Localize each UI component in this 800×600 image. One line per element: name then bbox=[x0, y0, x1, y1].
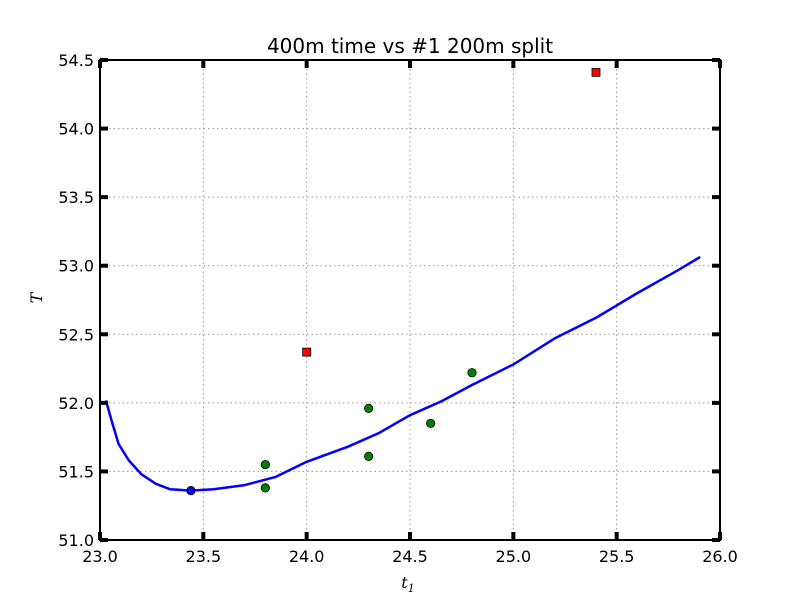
tick-layer: 23.0 23.5 24.0 24.5 25.0 25.5 26.0 51.0 51.5 52.0… bbox=[58, 51, 737, 566]
x-tick-label: 23.5 bbox=[186, 547, 222, 566]
fit-curve-line bbox=[104, 256, 701, 492]
grid-layer bbox=[100, 60, 720, 540]
x-tick-label: 25.5 bbox=[599, 547, 635, 566]
data-point-circle bbox=[426, 418, 436, 429]
data-point-square bbox=[302, 347, 312, 357]
y-tick-label: 52.0 bbox=[58, 394, 94, 413]
chart-title: 400m time vs #1 200m split bbox=[267, 34, 553, 58]
data-point-circle bbox=[260, 459, 270, 470]
data-point-circle bbox=[364, 451, 374, 461]
y-tick-label: 51.0 bbox=[58, 531, 94, 550]
y-axis-label: T bbox=[27, 291, 46, 303]
x-tick-label: 26.0 bbox=[702, 547, 738, 566]
data-point-circle bbox=[364, 403, 374, 413]
x-axis-label-subscript: 1 bbox=[408, 582, 415, 595]
x-tick-label: 24.5 bbox=[392, 547, 428, 566]
data-point-circle bbox=[186, 486, 196, 496]
series-layer bbox=[104, 67, 701, 496]
data-point-circle bbox=[260, 483, 270, 493]
x-axis-label: t1 bbox=[401, 573, 414, 595]
y-tick-label: 54.0 bbox=[58, 120, 94, 139]
data-point-square bbox=[591, 67, 601, 77]
x-tick-label: 23.0 bbox=[82, 547, 118, 566]
data-point-circle bbox=[467, 368, 477, 378]
y-tick-label: 53.0 bbox=[58, 257, 94, 276]
y-tick-label: 51.5 bbox=[58, 462, 94, 481]
x-tick-label: 24.0 bbox=[289, 547, 325, 566]
x-axis-label-main: t bbox=[401, 573, 408, 592]
x-tick-label: 25.0 bbox=[496, 547, 532, 566]
y-tick-label: 52.5 bbox=[58, 325, 94, 344]
y-tick-label: 54.5 bbox=[58, 51, 94, 70]
y-tick-label: 53.5 bbox=[58, 188, 94, 207]
